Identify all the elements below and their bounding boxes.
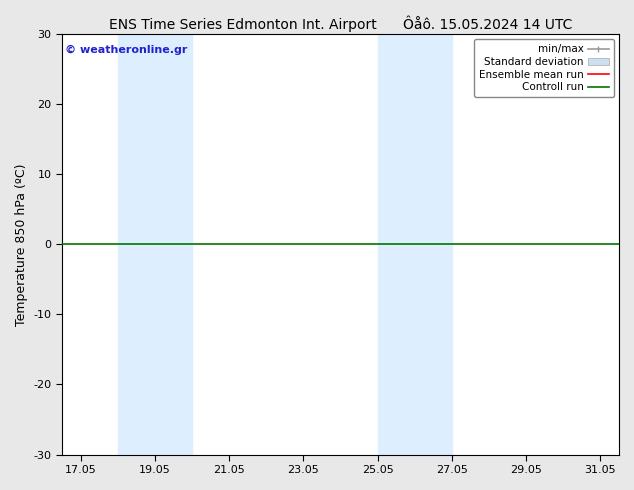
Legend: min/max, Standard deviation, Ensemble mean run, Controll run: min/max, Standard deviation, Ensemble me… <box>474 39 614 98</box>
Title: ENS Time Series Edmonton Int. Airport      Ôåô. 15.05.2024 14 UTC: ENS Time Series Edmonton Int. Airport Ôå… <box>109 15 573 31</box>
Y-axis label: Temperature 850 hPa (ºC): Temperature 850 hPa (ºC) <box>15 163 28 325</box>
Bar <box>378 34 452 455</box>
Text: © weatheronline.gr: © weatheronline.gr <box>65 45 187 55</box>
Bar <box>118 34 192 455</box>
